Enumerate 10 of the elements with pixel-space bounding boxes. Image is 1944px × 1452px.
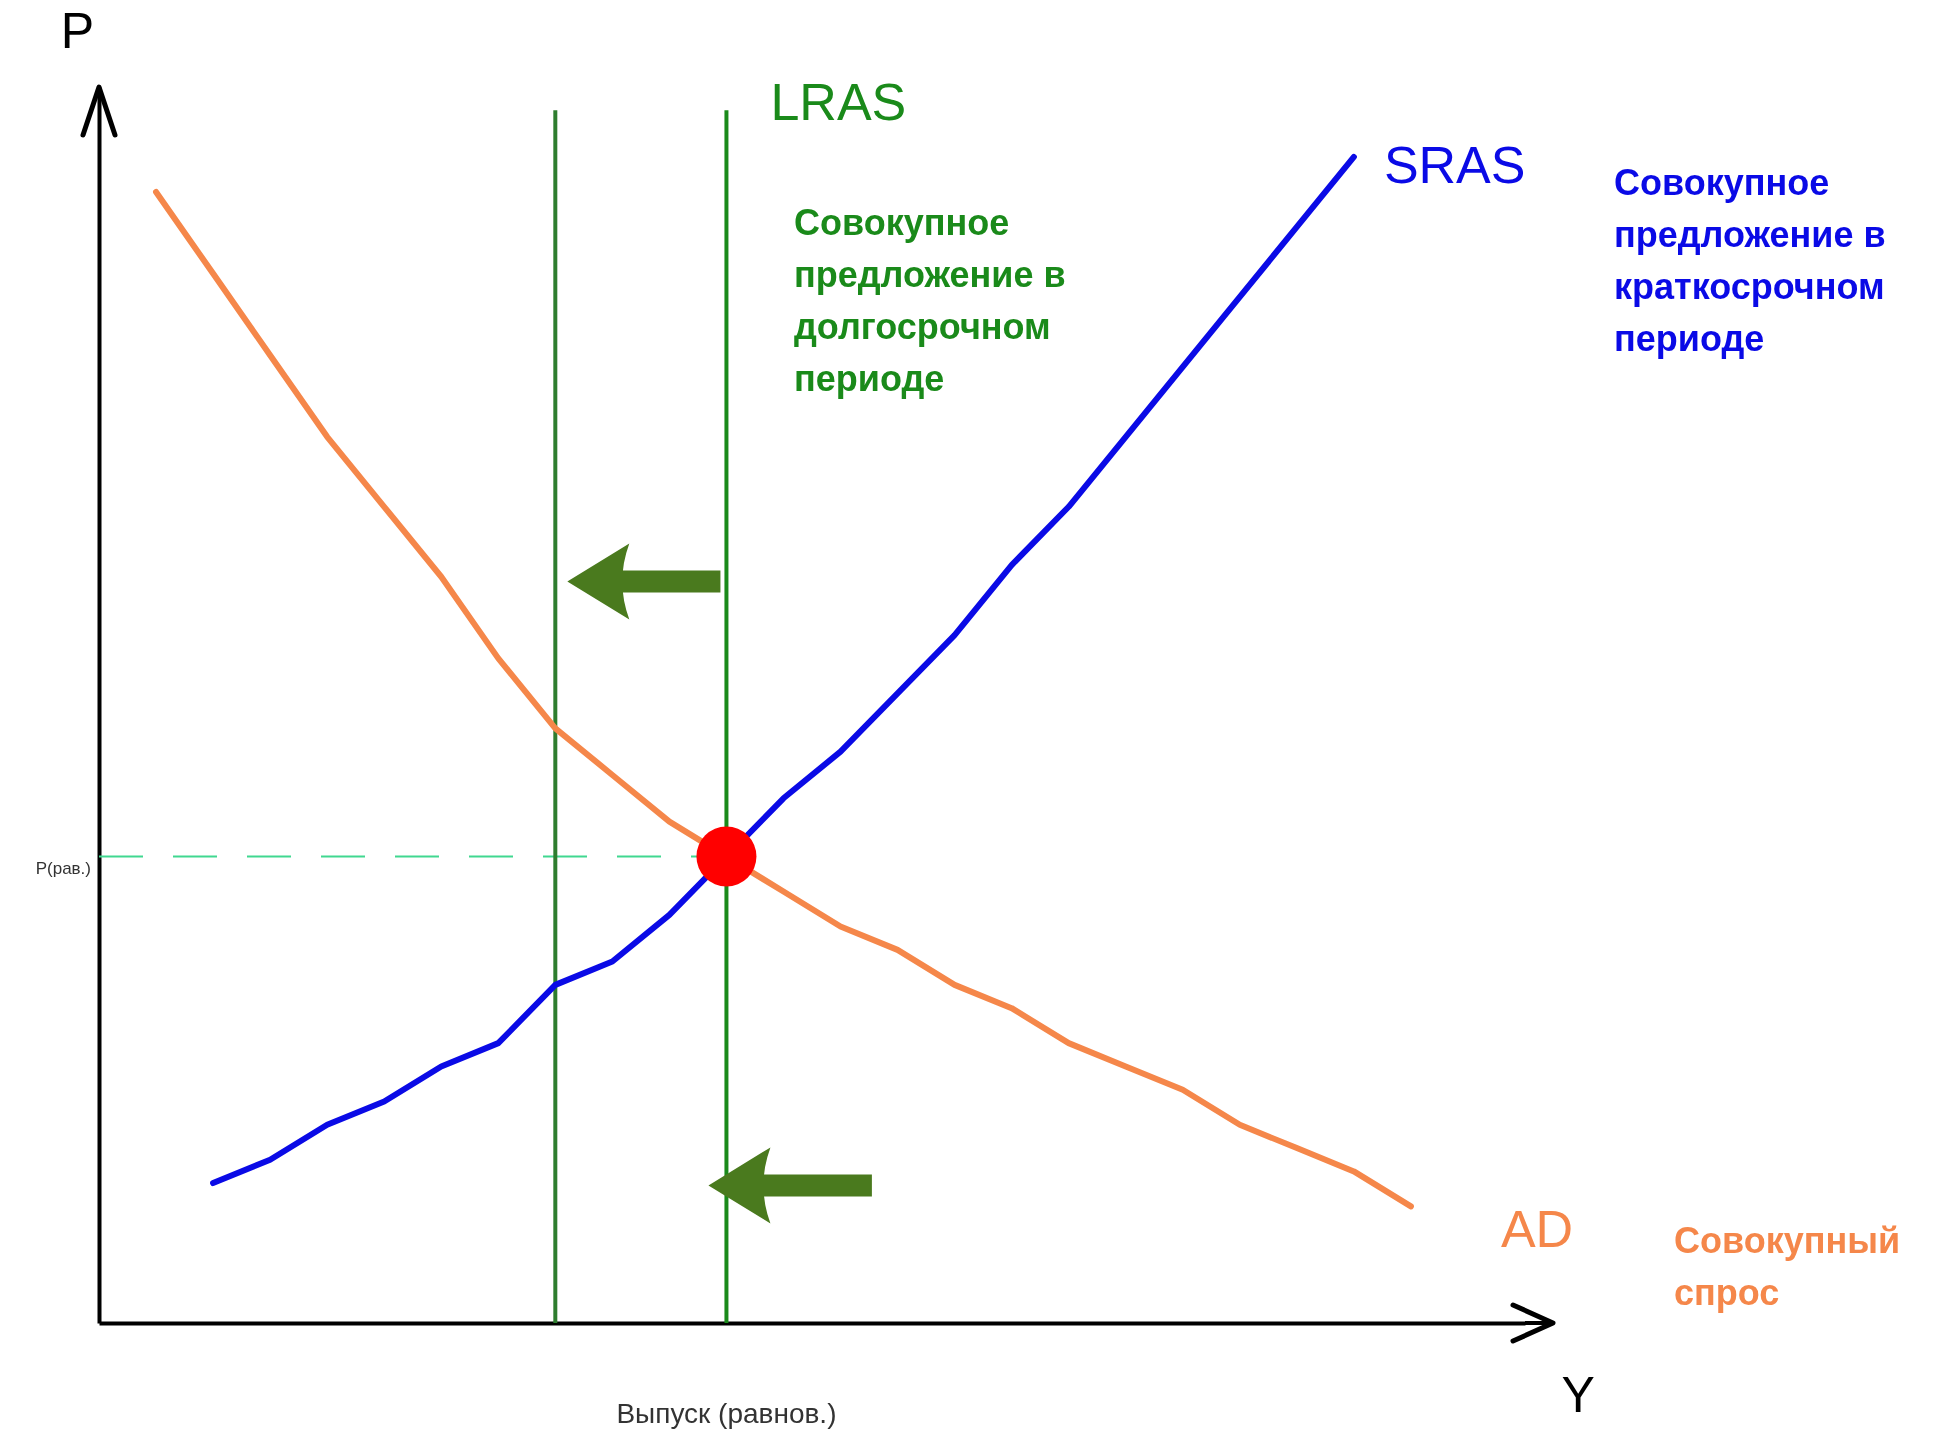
text: Выпуск (равнов.) [616, 1398, 837, 1429]
x-axis-title: Y [1561, 1366, 1595, 1423]
y-axis-title: P [60, 2, 95, 59]
text: Совокупное предложение в краткосрочном периоде [1614, 162, 1886, 359]
series-label: AD [1500, 1200, 1574, 1259]
series-label: SRAS [1383, 135, 1526, 194]
ref-line-label: P(рав.) [35, 858, 91, 878]
text: Совокупный спрос [1674, 1220, 1901, 1313]
annotation: Совокупное предложение в долгосрочном периоде [794, 202, 1066, 399]
text: LRAS [770, 73, 907, 132]
